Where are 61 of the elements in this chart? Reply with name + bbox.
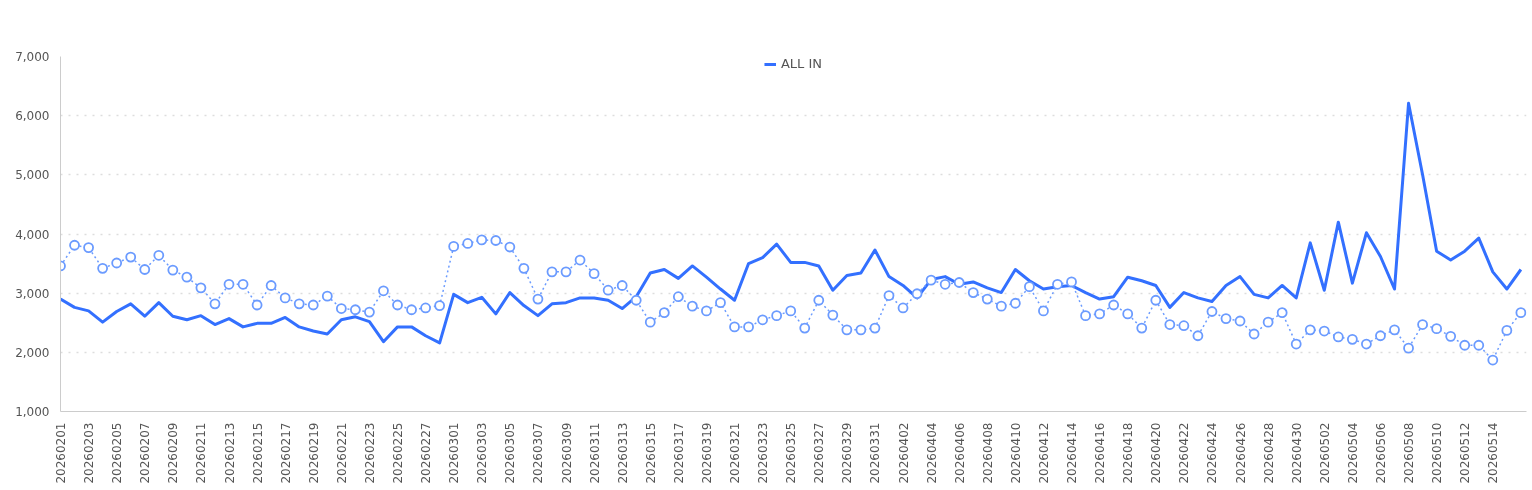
y-tick-label: 6,000 [15,109,50,124]
y-tick-label: 1,000 [15,405,50,419]
x-tick-label: 20260510 [1430,422,1445,484]
y-tick-label: 3,000 [15,286,50,301]
x-tick-label: 20260420 [1149,422,1164,484]
y-tick-label: 5,000 [15,168,50,183]
x-tick-label: 20260307 [531,422,546,484]
x-tick-label: 20260422 [1177,422,1192,484]
x-tick-label: 20260211 [194,422,209,484]
y-tick-label: 2,000 [15,345,50,360]
x-tick-label: 20260502 [1317,422,1332,484]
y-tick-label: 4,000 [15,227,50,242]
x-tick-label: 20260325 [784,422,799,484]
legend-label: ALL IN [780,56,823,71]
x-tick-label: 20260402 [896,422,911,484]
x-tick-label: 20260414 [1065,422,1080,484]
x-tick-label: 20260223 [362,422,377,484]
x-tick-label: 20260416 [1093,422,1108,484]
x-tick-label: 20260319 [699,422,714,484]
x-tick-label: 20260209 [166,422,181,484]
x-tick-label: 20260514 [1486,422,1501,484]
x-tick-label: 20260408 [980,422,995,484]
line-series [60,101,1523,345]
x-tick-label: 20260412 [1036,422,1051,484]
x-tick-label: 20260424 [1205,422,1220,484]
x-tick-label: 20260418 [1121,422,1136,484]
y-tick-label: 7,000 [15,50,50,64]
x-tick-label: 20260217 [278,422,293,484]
x-tick-label: 20260321 [728,422,743,484]
x-tick-label: 20260203 [82,422,97,484]
x-tick-label: 20260329 [840,422,855,484]
x-tick-label: 20260221 [334,422,349,484]
x-tick-label: 20260404 [924,422,939,484]
x-tick-label: 20260331 [868,422,883,484]
x-tick-label: 20260313 [615,422,630,484]
x-tick-label: 20260311 [587,422,602,484]
x-tick-label: 20260201 [54,422,68,484]
x-tick-label: 20260327 [812,422,827,484]
x-tick-label: 20260406 [952,422,967,484]
x-tick-label: 20260315 [643,422,658,484]
x-tick-label: 20260225 [391,422,406,484]
x-tick-label: 20260317 [671,422,686,484]
x-tick-label: 20260303 [475,422,490,484]
x-tick-label: 20260430 [1289,422,1304,484]
x-tick-label: 20260506 [1373,422,1388,484]
x-tick-label: 20260309 [559,422,574,484]
x-tick-label: 20260512 [1458,422,1473,484]
x-tick-label: 20260428 [1261,422,1276,484]
x-tick-label: 20260323 [756,422,771,484]
x-tick-label: 20260205 [110,422,125,484]
x-tick-label: 20260213 [222,422,237,484]
x-tick-label: 20260301 [447,422,462,484]
x-tick-label: 20260508 [1402,422,1417,484]
x-tick-label: 20260227 [419,422,434,484]
x-tick-label: 20260410 [1008,422,1023,484]
x-tick-label: 20260215 [250,422,265,484]
x-tick-label: 20260207 [138,422,153,484]
x-tick-label: 20260219 [306,422,321,484]
x-tick-label: 20260426 [1233,422,1248,484]
x-tick-label: 20260504 [1345,422,1360,484]
x-tick-label: 20260305 [503,422,518,484]
